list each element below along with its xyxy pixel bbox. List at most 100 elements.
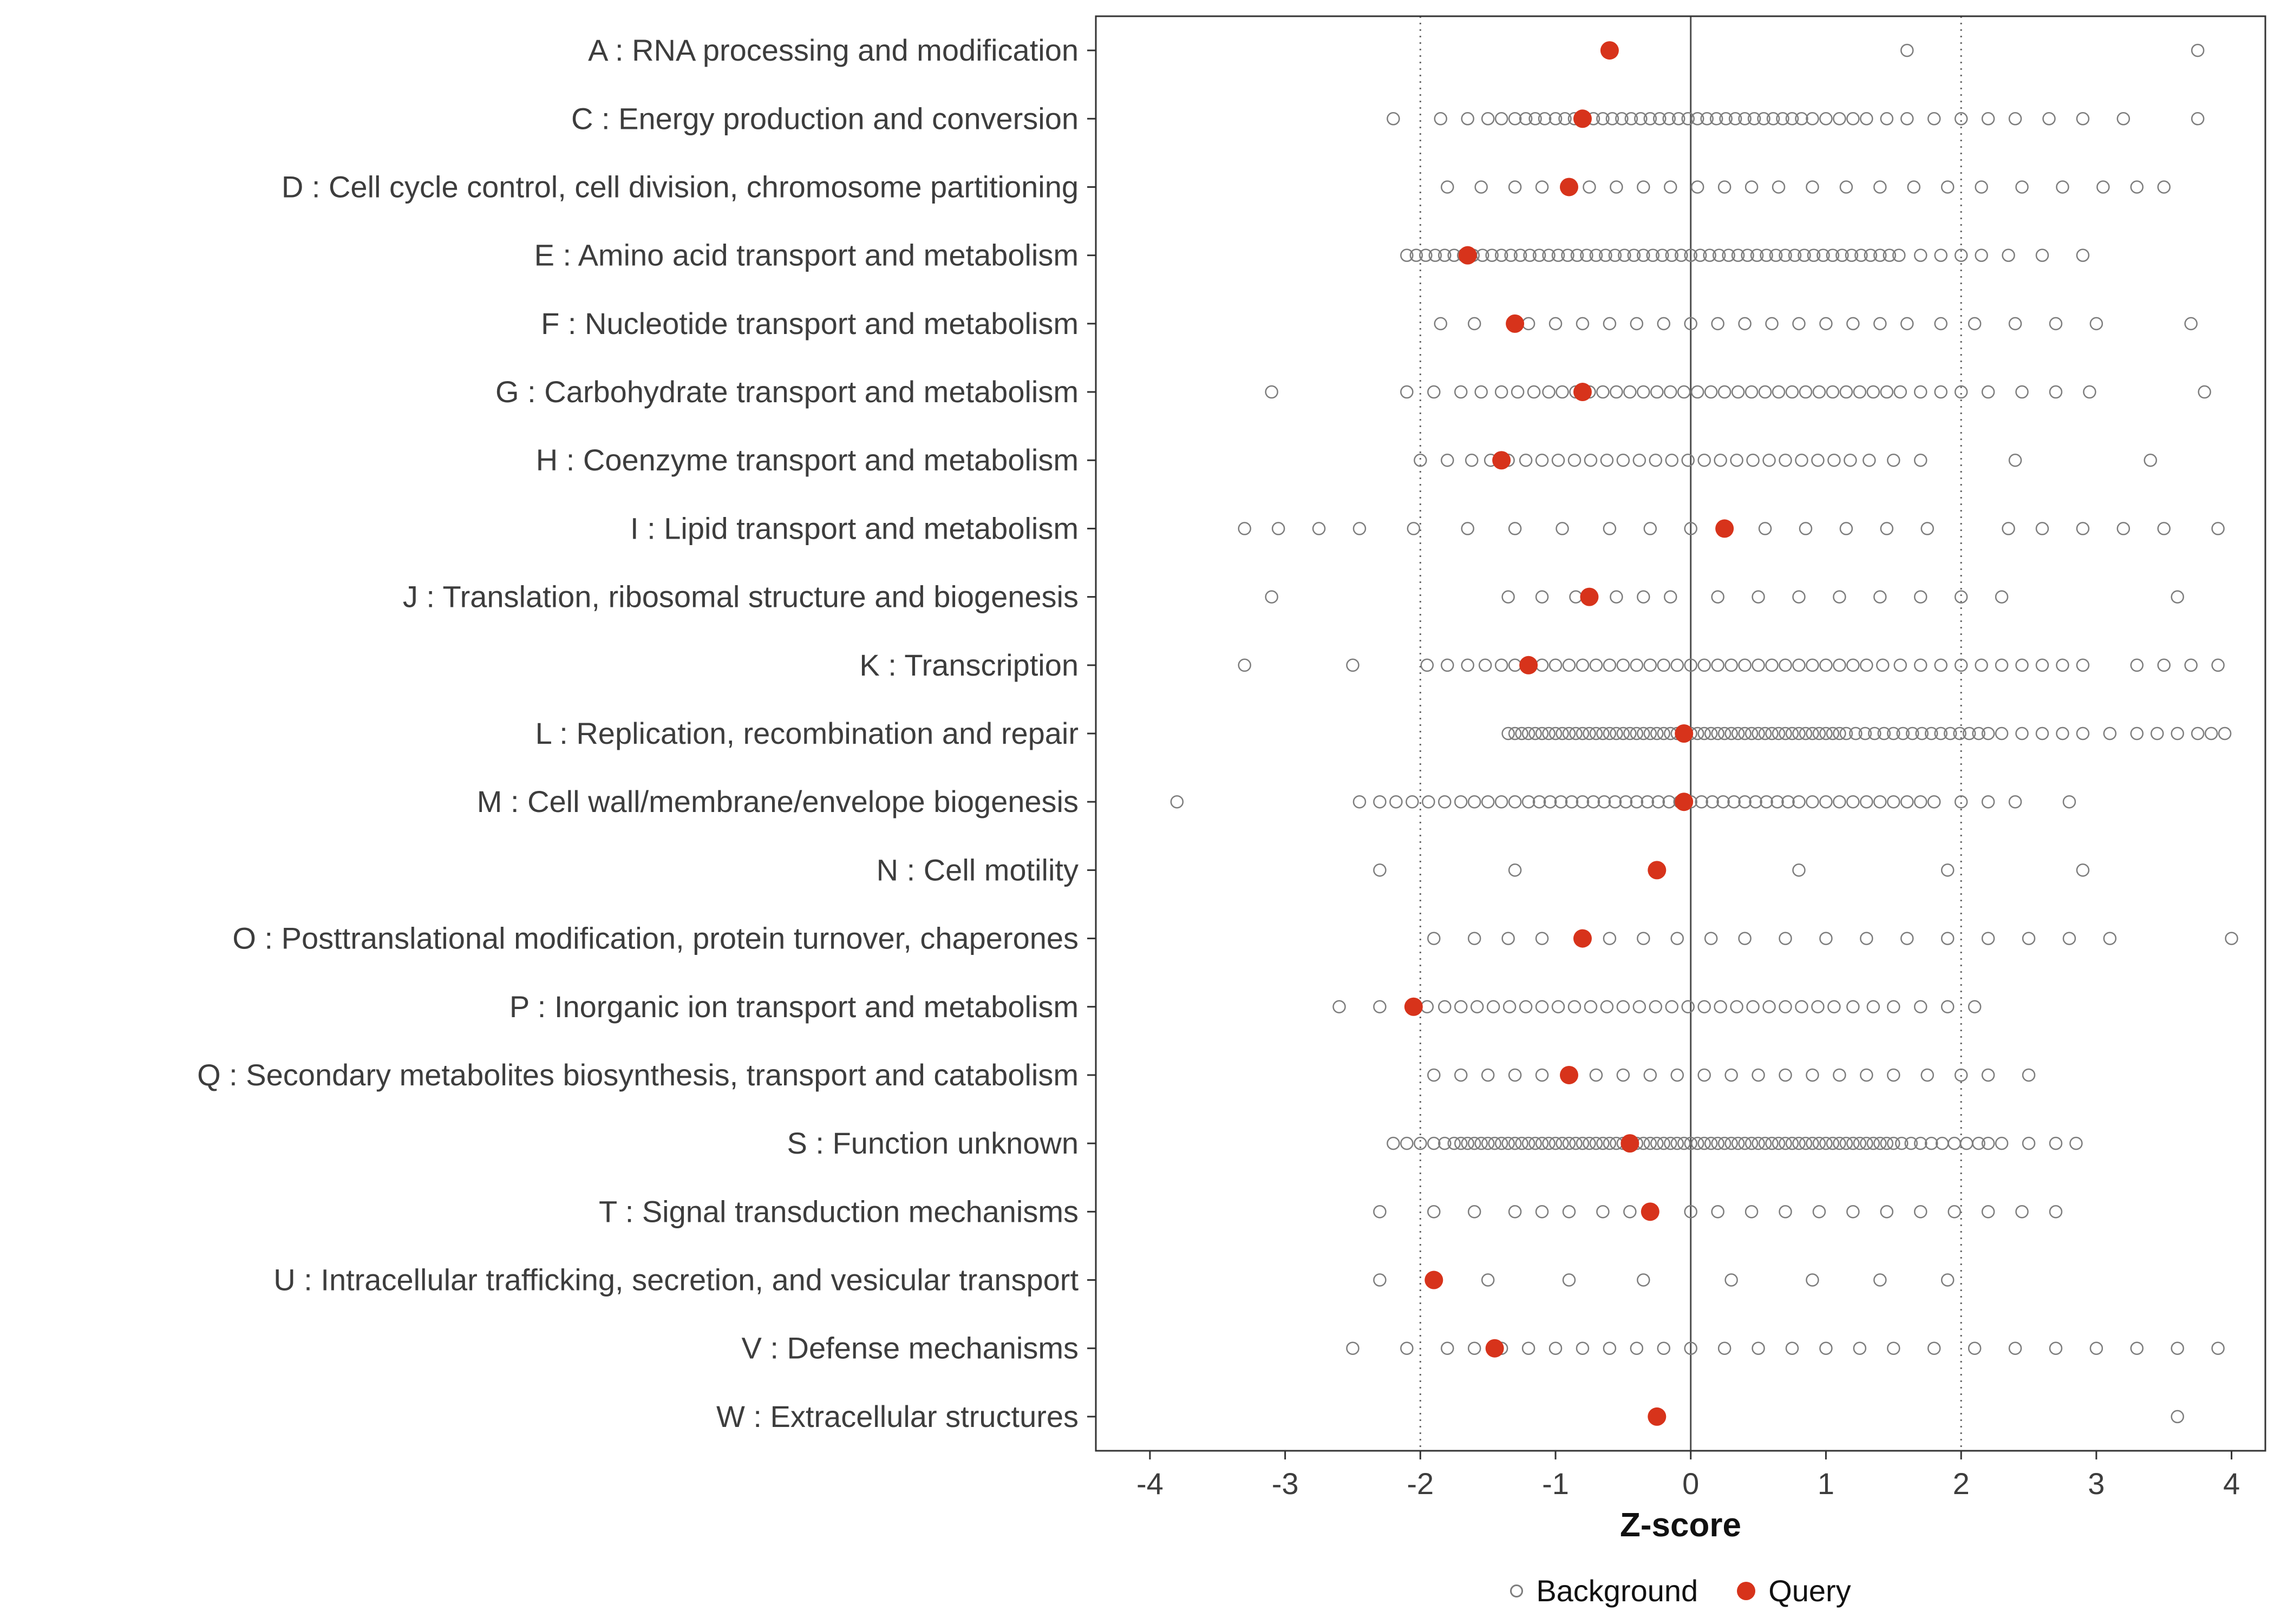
background-point [1795,453,1808,467]
background-point [1494,112,1508,126]
background-point [1766,112,1780,126]
background-point [1972,726,1985,741]
background-point [1599,248,1612,262]
background-point [1968,1000,1982,1014]
background-point [1873,1273,1887,1287]
background-point [1454,1136,1468,1150]
background-point [1664,180,1677,194]
background-point [1373,1273,1387,1287]
background-point [1569,726,1583,741]
background-point [1795,1000,1808,1014]
background-point [1670,1136,1684,1150]
background-point [1779,1136,1792,1150]
background-point [2130,1341,2144,1355]
background-point [1681,112,1695,126]
background-point [1576,795,1590,809]
background-point [2076,863,2090,877]
background-point [1438,795,1452,809]
background-point [1738,932,1752,945]
background-point [1494,1136,1508,1150]
background-point [1521,1136,1535,1150]
background-point [1527,385,1541,399]
background-point [1762,453,1776,467]
background-point [1940,1000,1955,1014]
background-point [2089,1341,2103,1355]
background-point [1876,658,1890,672]
background-point [1651,795,1665,809]
background-point [2191,112,2205,126]
background-point [1845,248,1859,262]
background-point [1798,248,1811,262]
background-point [1596,1136,1610,1150]
open-circle-icon [1510,1584,1524,1597]
background-point [1913,453,1927,467]
background-point [1528,726,1542,741]
background-point [2171,726,2184,741]
background-point [1565,795,1579,809]
background-point [1758,385,1772,399]
background-point [1467,795,1481,809]
background-point [1519,1000,1533,1014]
background-point [1704,1136,1718,1150]
background-point [1717,1341,1731,1355]
background-point [1826,726,1840,741]
background-point [1711,658,1724,672]
background-point [1481,1068,1495,1082]
background-point [2035,522,2049,535]
background-point [1704,385,1718,399]
background-point [1618,248,1631,262]
background-point [1731,1136,1745,1150]
background-point [1900,317,1914,331]
background-point [1610,726,1623,741]
background-point [1913,590,1927,604]
background-point [1934,658,1948,672]
background-point [1849,726,1863,741]
background-point [1589,658,1603,672]
background-point [2116,522,2131,535]
background-point [1427,1136,1441,1150]
background-point [1948,1136,1961,1150]
background-point [1995,1136,2009,1150]
background-point [1712,248,1726,262]
background-point [1634,112,1648,126]
background-point [1697,1000,1711,1014]
background-point [2049,317,2063,331]
background-point [1664,1136,1677,1150]
background-point [1677,385,1691,399]
background-point [1772,180,1786,194]
background-point [1704,932,1718,945]
query-point [1458,246,1477,265]
x-tick-label: -3 [1272,1466,1299,1501]
background-point [1738,112,1752,126]
background-point [1873,590,1887,604]
background-point [1819,658,1833,672]
background-point [1913,1136,1927,1150]
query-point [1485,1339,1504,1358]
background-point [1508,863,1522,877]
background-point [1935,1136,1949,1150]
background-point [1637,1273,1650,1287]
background-point [1880,522,1894,535]
background-point [1665,453,1679,467]
background-point [1819,726,1833,741]
background-point [1690,385,1704,399]
background-point [1502,1000,1517,1014]
background-point [1637,932,1650,945]
background-point [1494,385,1508,399]
background-point [1684,658,1697,672]
background-point [2157,658,2171,672]
category-label: D : Cell cycle control, cell division, c… [282,169,1079,204]
background-point [1548,1341,1563,1355]
background-point [1265,590,1278,604]
background-point [2062,795,2076,809]
background-point [1904,1136,1918,1150]
background-point [2035,658,2049,672]
background-point [1781,795,1795,809]
background-point [1744,726,1759,741]
background-point [1494,658,1508,672]
background-point [1427,1068,1441,1082]
background-point [1873,248,1887,262]
background-point [1981,1136,1995,1150]
background-point [2116,112,2131,126]
background-point [1521,1341,1535,1355]
